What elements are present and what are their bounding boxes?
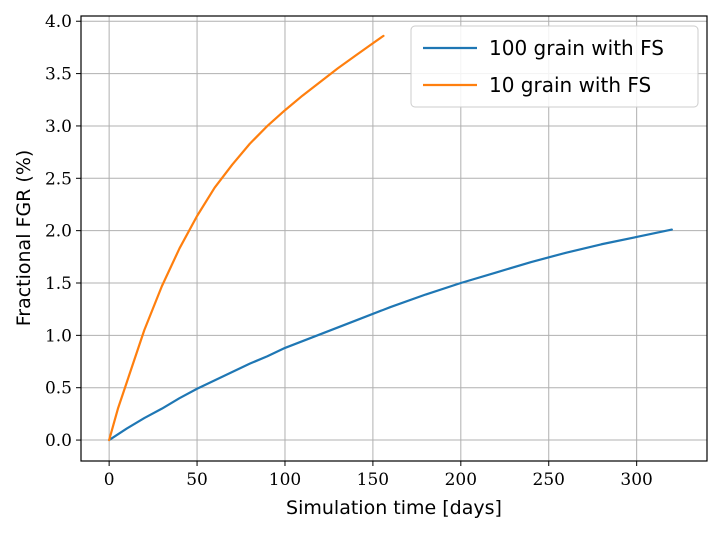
x-tick-label: 150	[357, 470, 389, 490]
x-tick-label: 250	[533, 470, 565, 490]
x-tick-label: 0	[104, 470, 115, 490]
y-tick-label: 1.0	[45, 326, 72, 346]
y-tick-label: 3.0	[45, 117, 72, 137]
x-tick-label: 100	[269, 470, 301, 490]
series-line-0	[108, 228, 673, 442]
series-line-1	[108, 34, 385, 442]
y-tick-label: 1.5	[45, 274, 72, 294]
x-axis-label: Simulation time [days]	[286, 497, 502, 519]
y-tick-label: 0.0	[45, 431, 72, 451]
grid-lines	[81, 16, 707, 461]
x-tick-label: 50	[186, 470, 208, 490]
y-tick-label: 2.5	[45, 169, 72, 189]
legend-box	[410, 25, 699, 108]
y-tick-label: 3.5	[45, 65, 72, 85]
series-layer	[108, 34, 673, 442]
legend-label-100-grain: 100 grain with FS	[489, 36, 664, 60]
legend-label-10-grain: 10 grain with FS	[489, 73, 651, 97]
y-tick-label: 4.0	[45, 12, 72, 32]
y-tick-label: 2.0	[45, 222, 72, 242]
x-tick-label: 200	[445, 470, 477, 490]
y-tick-label: 0.5	[45, 379, 72, 399]
y-axis-label: Fractional FGR (%)	[13, 150, 35, 327]
legend: 100 grain with FS 10 grain with FS	[410, 25, 699, 108]
x-tick-label: 300	[620, 470, 652, 490]
axis-ticks: 0 50 100 150 200 250 300 0.0 0.5 1.0 1.5 2.0 2.5 3.0 3…	[45, 12, 653, 490]
plot-frame	[80, 15, 708, 462]
